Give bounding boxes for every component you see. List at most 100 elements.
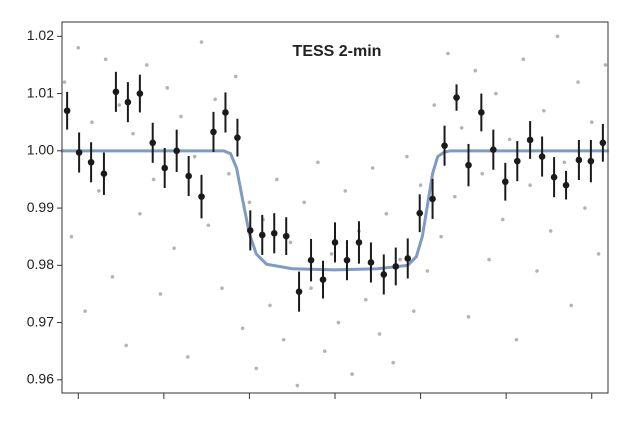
raw-point [583,206,587,210]
binned-point [392,263,400,270]
raw-point [500,217,505,222]
binned-point [246,227,254,234]
raw-point [370,166,375,170]
raw-point [302,200,306,205]
binned-point [538,153,546,160]
binned-point [124,98,132,106]
binned-point [550,173,558,181]
binned-point [282,232,290,240]
y-tick-label: 0.98 [27,256,54,272]
raw-point [158,292,163,296]
binned-point [587,157,595,165]
binned-point [526,136,534,144]
raw-point [206,223,211,228]
binned-point [87,158,95,166]
raw-point [596,252,601,256]
raw-point [172,246,176,250]
y-tick-label: 1.01 [27,84,54,100]
raw-point [466,315,471,319]
binned-point [331,239,339,246]
raw-point [186,355,190,359]
binned-point [355,239,363,246]
plot-frame [61,21,609,394]
binned-point [490,146,497,153]
binned-point [210,128,217,136]
binned-point [136,90,144,97]
raw-point [507,137,512,142]
binned-point [100,170,108,178]
raw-point [254,366,259,371]
raw-point [555,34,560,39]
raw-point [76,45,81,50]
raw-point [364,297,368,302]
raw-point [83,309,87,313]
raw-point [473,68,478,73]
binned-point [502,178,509,186]
raw-point [268,303,272,308]
raw-point [151,177,156,182]
y-tick-label: 1.00 [27,142,54,158]
raw-point [233,74,238,79]
binned-point [478,109,485,116]
raw-point [384,211,389,216]
raw-point [316,160,320,165]
binned-point [404,255,412,262]
raw-point [309,286,313,291]
binned-point [441,142,448,149]
model-line [61,149,609,272]
raw-point [569,303,574,308]
chart-title: TESS 2-min [293,43,382,60]
raw-point [247,200,252,205]
raw-point [562,160,567,165]
raw-point [179,114,183,119]
raw-point [439,234,443,239]
raw-point [446,51,450,56]
raw-point [329,252,334,256]
y-tick-label: 1.02 [27,27,54,43]
raw-point [213,97,217,102]
raw-point [220,286,224,291]
binned-point [198,193,205,200]
raw-point [295,383,300,388]
raw-point [411,309,416,313]
raw-point [96,189,101,193]
raw-point [117,103,122,107]
binned-point [258,231,266,239]
binned-point [222,109,229,116]
raw-point [336,320,341,325]
raw-point [69,234,74,239]
raw-point [138,211,142,216]
raw-point [110,274,115,279]
binned-point [234,134,241,141]
binned-point [270,229,278,237]
binned-point [575,156,583,164]
raw-point [322,349,327,354]
raw-point [603,63,608,67]
raw-point [514,337,519,342]
raw-point [240,326,245,331]
binned-point [453,94,460,101]
raw-point [453,194,457,199]
binned-point [295,288,303,295]
raw-point [432,103,437,107]
binned-point [513,157,521,165]
raw-point [192,154,197,159]
binned-point [319,276,327,283]
binned-point [161,164,168,172]
raw-point [542,108,546,113]
binned-point [416,209,424,217]
binned-point [173,147,180,155]
raw-point [350,372,354,376]
raw-point [548,229,553,233]
raw-point [227,171,231,176]
binned-point [307,256,315,264]
raw-point [487,257,491,262]
y-tick-label: 0.96 [27,371,54,387]
raw-point [418,183,423,187]
y-tick-label: 0.97 [27,313,54,329]
binned-point [367,259,375,266]
raw-point [589,120,594,124]
binned-point [465,161,472,169]
binned-point [75,149,83,156]
